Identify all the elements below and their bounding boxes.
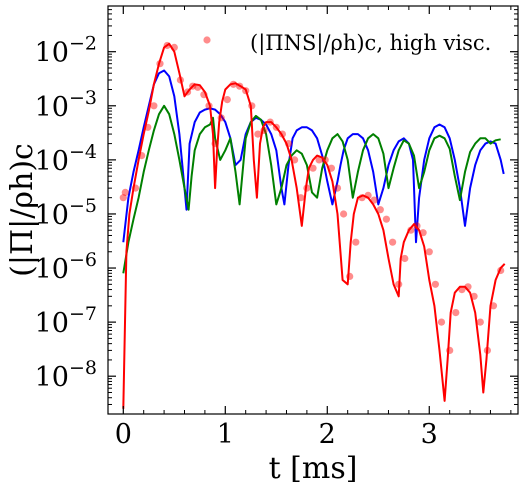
data-marker [303,184,311,192]
data-marker [413,222,421,230]
x-tick-label: 3 [421,419,438,450]
data-marker [346,272,354,280]
legend-label: (|ΠNS|/ρh)c, high visc. [250,31,491,56]
data-marker [284,140,293,148]
series-lines [122,42,506,409]
data-marker [189,82,197,90]
data-marker [464,283,472,291]
data-marker [248,102,256,110]
y-tick-label: 10−8 [35,357,97,393]
data-marker [321,156,329,164]
y-axis-label: (|Π|/ρh)c [5,143,40,277]
marker-layer [119,41,505,354]
data-marker [170,43,178,52]
x-axis-label: t [ms] [269,451,358,486]
y-tick-label: 10−6 [35,249,97,285]
data-marker [144,123,152,131]
data-marker [333,184,342,192]
data-marker [163,41,171,50]
x-tick-label: 2 [319,419,336,450]
data-marker [382,215,390,223]
data-marker [119,194,127,202]
data-marker [176,76,184,84]
data-marker [315,156,323,164]
data-marker [370,196,378,204]
y-tick-label: 10−7 [35,303,97,339]
data-marker [483,346,491,354]
data-marker [194,83,202,91]
series-line-3 [122,42,506,409]
data-marker [121,188,129,196]
y-tick-label: 10−4 [35,141,97,177]
data-marker [458,286,466,294]
data-marker [446,346,454,354]
data-marker [138,152,146,160]
data-marker [407,226,415,234]
plot-area [119,41,506,409]
x-tick-label: 1 [217,419,234,450]
data-marker [291,156,299,164]
data-marker [476,318,484,326]
data-marker [229,80,237,88]
data-marker [431,280,439,288]
ticks-layer [108,5,518,415]
data-marker [254,130,262,138]
data-marker [205,102,213,110]
plot-frame [107,5,519,415]
data-marker [200,91,208,99]
data-marker [470,292,478,300]
data-marker [489,302,498,310]
series-line-2 [122,104,501,274]
data-marker [242,87,250,95]
data-marker [340,210,348,218]
legend-marker [203,36,211,44]
data-marker [364,191,372,199]
data-marker [211,140,219,148]
data-marker [452,309,460,317]
data-marker [260,126,268,134]
data-marker [272,123,280,131]
data-marker [401,254,409,263]
data-marker [309,164,317,172]
data-marker [358,194,366,202]
data-marker [266,118,274,126]
data-marker [156,60,164,68]
y-tick-label: 10−3 [35,87,97,123]
data-marker [131,184,140,192]
x-tick-label: 0 [115,419,132,450]
data-marker [278,130,286,138]
legend: (|ΠNS|/ρh)c, high visc. [203,31,491,56]
y-tick-label: 10−2 [35,33,97,69]
data-marker [425,248,433,256]
data-marker [236,82,244,90]
data-marker [419,229,427,237]
data-marker [376,206,384,214]
tick-labels: 0 1 2 3 10−8 10−7 10−6 10−5 10−4 10−3 10−2 [35,33,438,450]
data-marker [223,96,231,104]
data-marker [389,238,397,246]
data-marker [327,164,335,172]
data-marker [497,266,505,275]
data-marker [352,238,360,246]
data-marker [437,318,446,326]
data-marker [395,280,403,288]
series-line-1 [122,69,505,244]
data-marker [217,114,225,122]
data-marker [297,194,305,202]
data-marker [184,88,192,96]
y-tick-label: 10−5 [35,195,97,231]
data-marker [150,102,158,110]
